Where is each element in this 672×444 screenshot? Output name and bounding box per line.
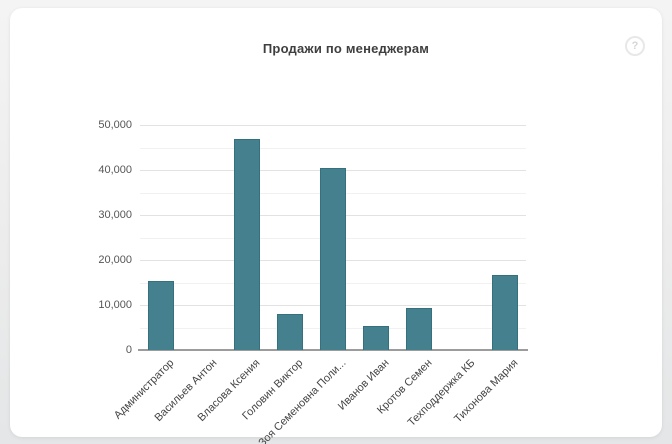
y-tick-label: 0 <box>125 344 132 356</box>
y-tick-label: 30,000 <box>98 209 132 221</box>
y-tick-label: 10,000 <box>98 299 132 311</box>
chart-title: Продажи по менеджерам <box>262 41 430 56</box>
bar-3[interactable] <box>277 314 304 350</box>
bar-8[interactable] <box>491 275 518 350</box>
bar-5[interactable] <box>362 325 389 350</box>
help-button[interactable]: ? <box>625 36 645 56</box>
x-tick-label: Администратор <box>112 357 177 422</box>
y-tick-label: 50,000 <box>98 119 132 131</box>
gridline-minor <box>140 147 526 149</box>
y-tick-label: 40,000 <box>98 164 132 176</box>
y-tick-label: 20,000 <box>98 254 132 266</box>
gridline-major <box>140 125 526 126</box>
bar-6[interactable] <box>405 307 432 350</box>
bar-0[interactable] <box>148 280 175 350</box>
x-axis-line <box>138 349 528 351</box>
bar-2[interactable] <box>234 138 261 350</box>
bar-4[interactable] <box>320 168 346 350</box>
question-mark-icon: ? <box>631 40 639 52</box>
